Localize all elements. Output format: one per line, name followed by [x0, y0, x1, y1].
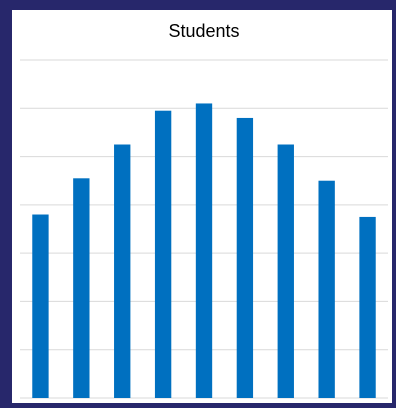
bar — [32, 214, 49, 398]
bar — [114, 144, 131, 398]
bar — [195, 103, 213, 398]
bar — [73, 178, 90, 398]
bar — [154, 110, 172, 398]
bar — [236, 117, 254, 398]
bar — [359, 216, 376, 398]
chart-title: Students — [168, 21, 239, 41]
bar — [277, 144, 294, 398]
bar — [318, 180, 335, 398]
